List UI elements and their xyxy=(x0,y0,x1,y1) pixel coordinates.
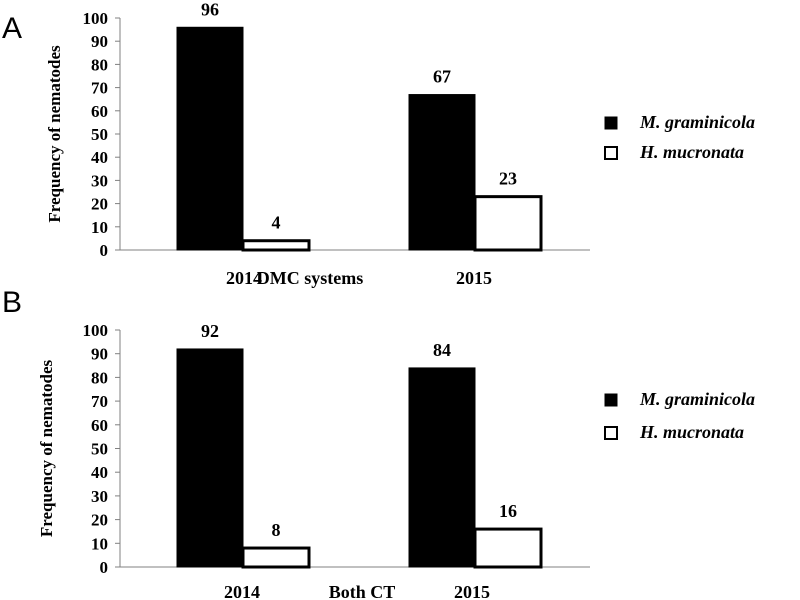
bar-h-mucronata-0 xyxy=(241,239,311,252)
panel-b: B Frequency of nematodes 0 10 20 30 40 50 60 70 80… xyxy=(2,286,755,600)
y-tick-label: 0 xyxy=(100,558,109,577)
y-tick-label: 70 xyxy=(91,79,108,98)
y-tick-label: 10 xyxy=(91,534,108,553)
x-label: 2015 xyxy=(454,582,490,600)
data-label: 8 xyxy=(272,520,281,540)
y-tick-label: 60 xyxy=(91,416,108,435)
y-tick-label: 50 xyxy=(91,125,108,144)
y-tick-label: 60 xyxy=(91,102,108,121)
data-label: 4 xyxy=(272,213,281,233)
bar-h-mucronata-1 xyxy=(473,195,543,252)
y-tick-label: 20 xyxy=(91,511,108,530)
y-tick-label: 100 xyxy=(83,9,109,28)
y-tick-label: 30 xyxy=(91,487,108,506)
y-tick-label: 30 xyxy=(91,171,108,190)
y-axis-label: Frequency of nematodes xyxy=(37,360,56,538)
data-label: 84 xyxy=(433,340,451,360)
y-tick-label: 90 xyxy=(91,32,108,51)
legend-label: M. graminicola xyxy=(639,389,755,409)
y-tick-label: 80 xyxy=(91,55,108,74)
data-label: 96 xyxy=(201,0,219,19)
legend-swatch xyxy=(604,393,618,407)
bar-h-mucronata-0 xyxy=(241,546,311,569)
legend-swatch xyxy=(604,146,618,160)
legend-swatch xyxy=(604,426,618,440)
legend-label: H. mucronata xyxy=(639,142,744,162)
bar-h-mucronata-1 xyxy=(473,527,543,569)
y-tick-label: 90 xyxy=(91,345,108,364)
x-label: 2015 xyxy=(456,268,492,288)
y-tick-label: 80 xyxy=(91,368,108,387)
y-tick-label: 50 xyxy=(91,440,108,459)
y-axis-label: Frequency of nematodes xyxy=(45,45,64,223)
panel-letter: B xyxy=(2,286,22,319)
legend-swatch xyxy=(604,116,618,130)
bar-m-graminicola-0 xyxy=(176,26,244,251)
x-label: Both CT xyxy=(329,582,396,600)
y-tick-label: 70 xyxy=(91,392,108,411)
y-tick-label: 20 xyxy=(91,195,108,214)
data-label: 23 xyxy=(499,169,517,189)
y-tick-label: 40 xyxy=(91,148,108,167)
x-label: DMC systems xyxy=(257,268,363,288)
x-label: 2014 xyxy=(226,268,262,288)
legend-label: M. graminicola xyxy=(639,112,755,132)
y-tick-label: 40 xyxy=(91,463,108,482)
panel-a: A Frequency of nematodes 0 10 20 30 40 50 60 70 80… xyxy=(2,0,755,288)
bar-m-graminicola-0 xyxy=(176,348,244,568)
data-label: 16 xyxy=(499,501,517,521)
y-tick-label: 10 xyxy=(91,218,108,237)
bar-m-graminicola-1 xyxy=(408,367,476,568)
data-label: 67 xyxy=(433,67,451,87)
panel-letter: A xyxy=(2,12,22,45)
bar-m-graminicola-1 xyxy=(408,94,476,251)
legend-label: H. mucronata xyxy=(639,422,744,442)
x-label: 2014 xyxy=(224,582,260,600)
y-tick-label: 0 xyxy=(100,241,109,260)
y-tick-label: 100 xyxy=(83,321,109,340)
data-label: 92 xyxy=(201,321,219,341)
